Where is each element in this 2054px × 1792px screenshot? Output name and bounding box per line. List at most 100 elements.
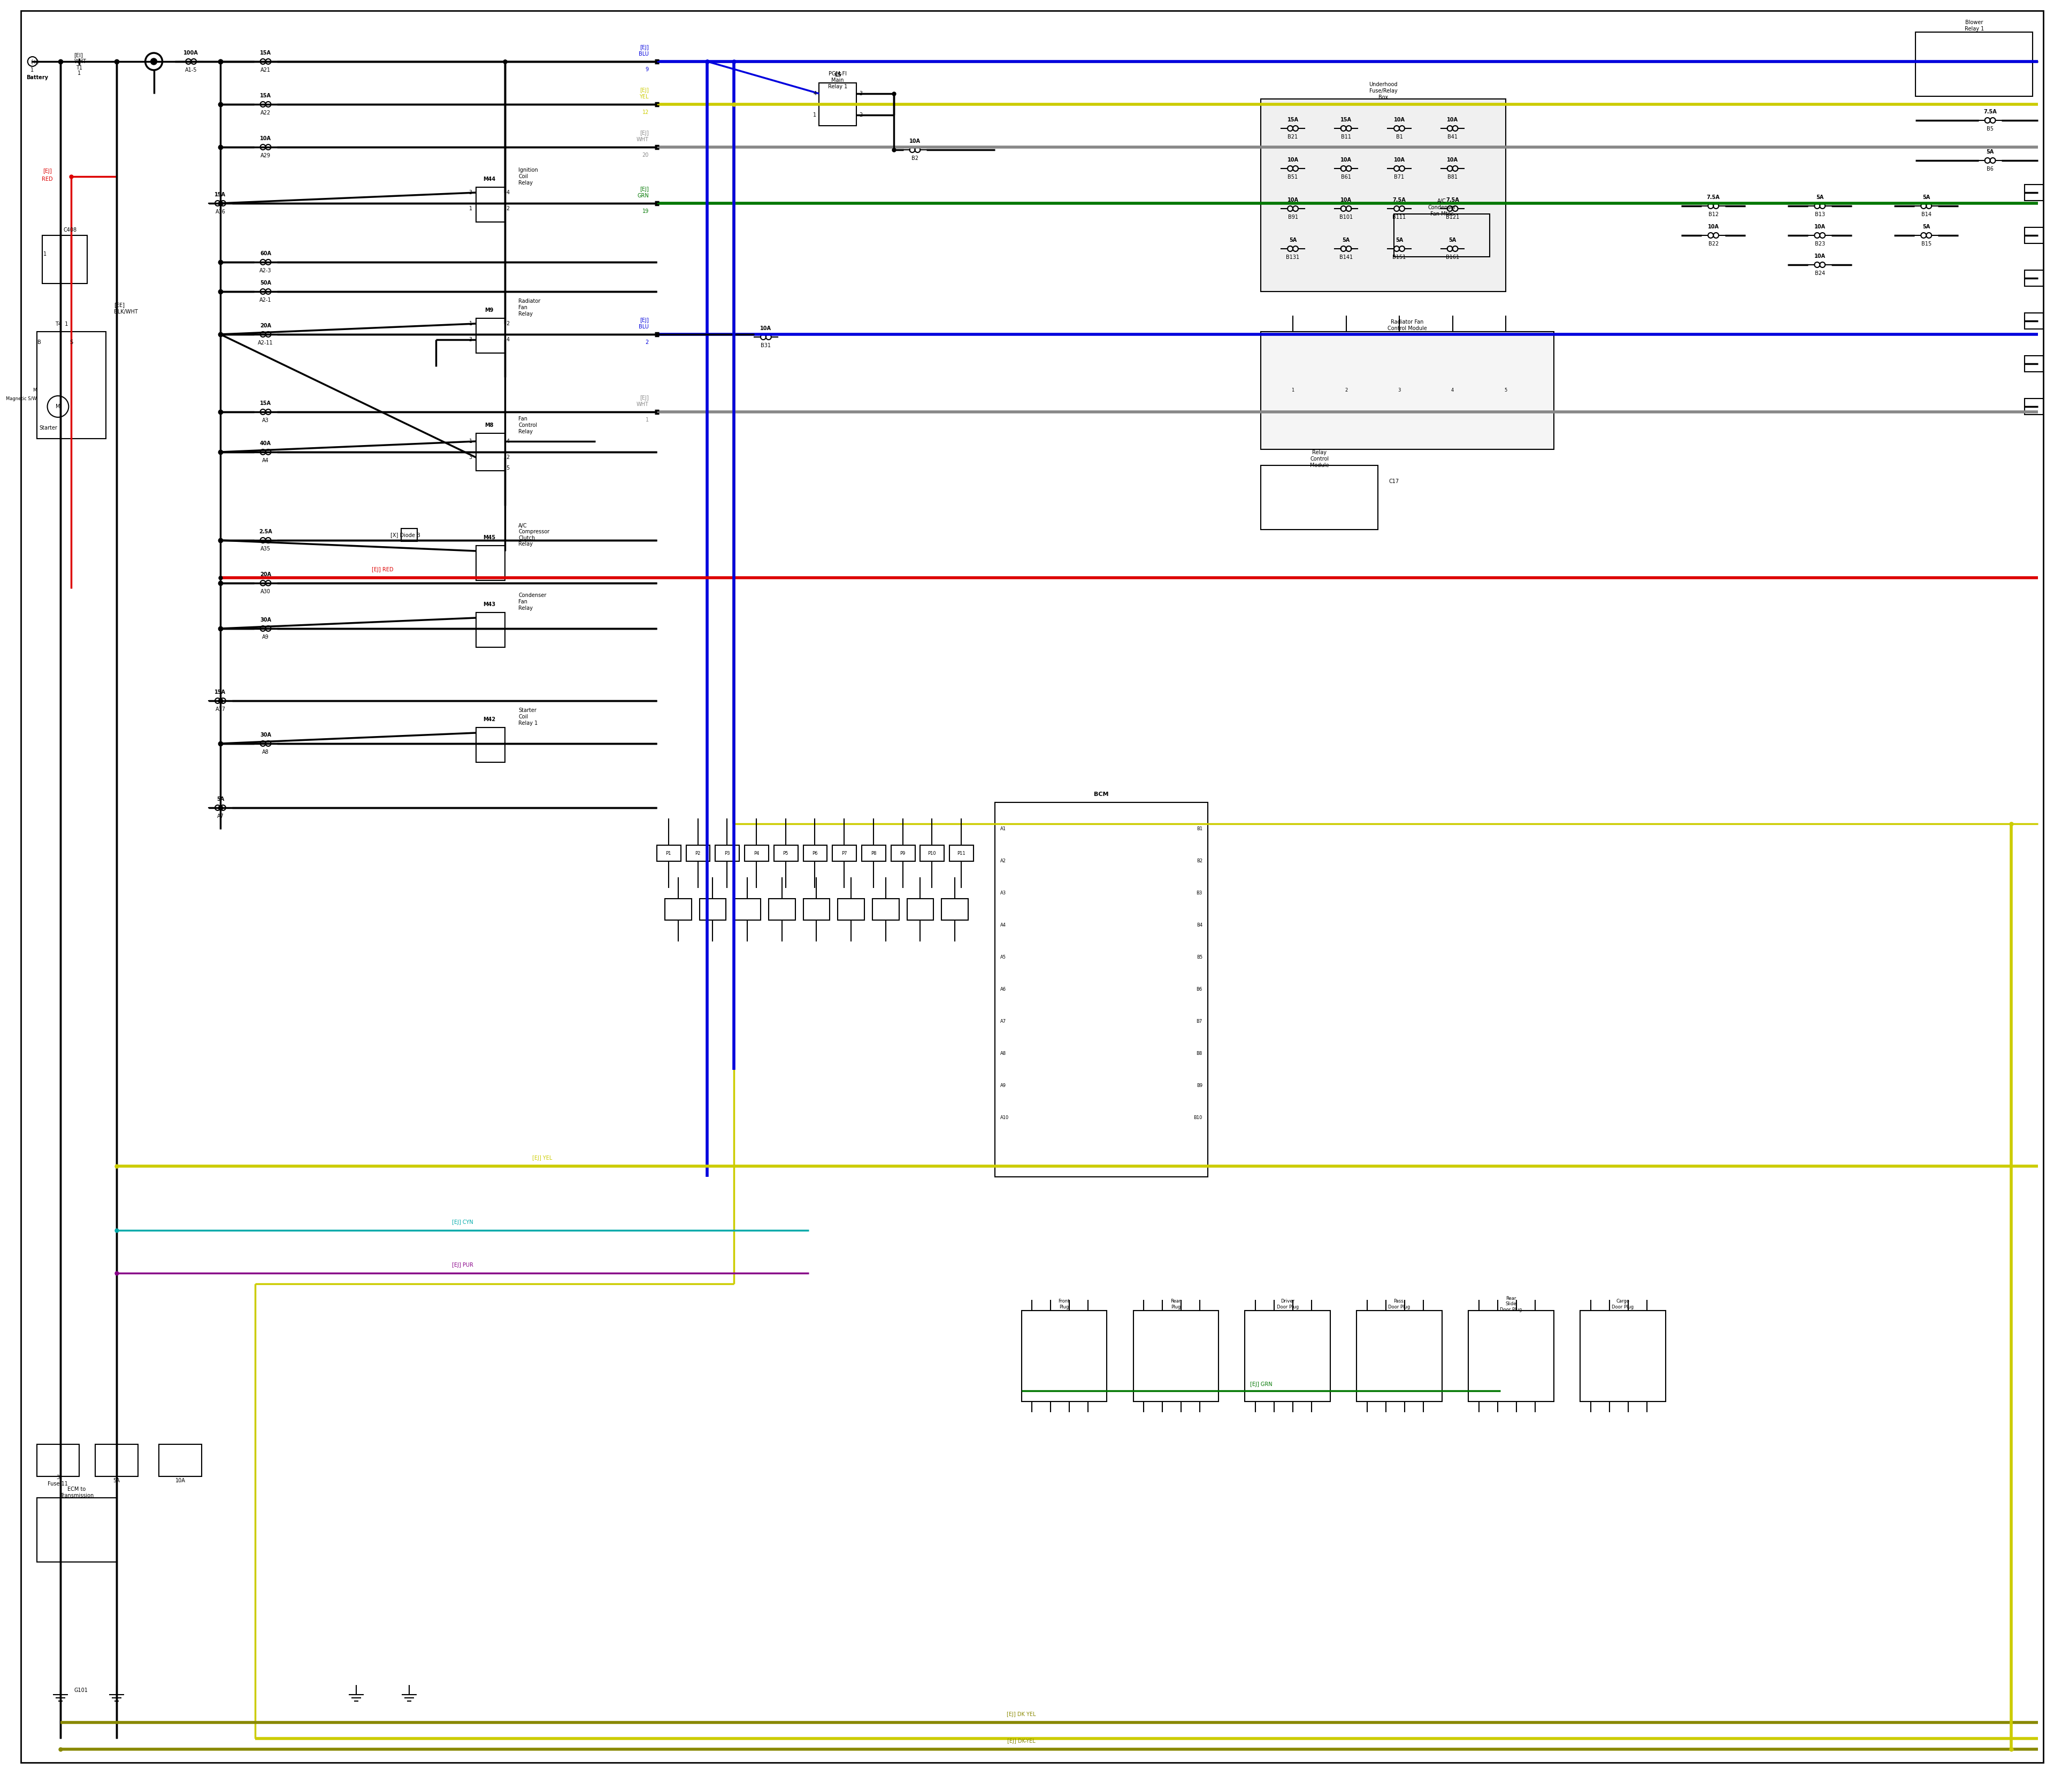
Text: T4  1: T4 1 <box>55 321 68 326</box>
Bar <box>477 319 505 353</box>
Text: [EJ]
WHT: [EJ] WHT <box>637 396 649 407</box>
Text: B41: B41 <box>1448 134 1458 140</box>
Text: 10A: 10A <box>1341 197 1352 202</box>
Text: 5A: 5A <box>1290 238 1296 244</box>
Text: Starter
Coil
Relay 1: Starter Coil Relay 1 <box>518 708 538 726</box>
Text: 5: 5 <box>1504 389 1508 392</box>
Bar <box>733 898 760 919</box>
Text: P3: P3 <box>725 851 729 855</box>
Text: B31: B31 <box>760 342 770 348</box>
Text: Relay
Control
Module: Relay Control Module <box>1310 450 1329 468</box>
Text: PGM-FI
Main
Relay 1: PGM-FI Main Relay 1 <box>828 72 848 90</box>
Text: B14: B14 <box>1920 211 1931 217</box>
Bar <box>1261 332 1553 450</box>
Text: 10A: 10A <box>1446 158 1458 163</box>
Text: [EJ]
WHT: [EJ] WHT <box>637 131 649 142</box>
Text: B24: B24 <box>1814 271 1824 276</box>
Text: B71: B71 <box>1395 174 1405 179</box>
Text: 3: 3 <box>468 190 472 195</box>
Text: ECM to
Transmission: ECM to Transmission <box>60 1487 94 1498</box>
Text: 9: 9 <box>645 66 649 72</box>
Text: B11: B11 <box>1341 134 1352 140</box>
Text: 2: 2 <box>505 206 509 211</box>
Text: B1: B1 <box>1397 134 1403 140</box>
Bar <box>1021 1310 1107 1401</box>
Text: B5: B5 <box>1986 125 1994 131</box>
Text: 30A: 30A <box>261 616 271 622</box>
Text: G101: G101 <box>74 1688 88 1693</box>
Text: B161: B161 <box>1446 254 1458 260</box>
Text: A3: A3 <box>263 418 269 423</box>
Text: 4: 4 <box>505 190 509 195</box>
Text: A17: A17 <box>216 706 226 711</box>
Bar <box>1916 32 2033 97</box>
Text: A1-5: A1-5 <box>185 68 197 73</box>
Text: Blower
Relay 1: Blower Relay 1 <box>1964 20 1984 32</box>
Text: 5A: 5A <box>1395 238 1403 244</box>
Text: [EI]: [EI] <box>74 52 82 57</box>
Bar <box>2025 314 2044 330</box>
Bar <box>1395 213 1489 256</box>
Text: P10: P10 <box>928 851 937 855</box>
Text: 7.5A: 7.5A <box>1984 109 1996 115</box>
Text: 5A: 5A <box>113 1478 119 1484</box>
Text: [EJ] PUR: [EJ] PUR <box>452 1262 472 1267</box>
Bar <box>949 846 974 862</box>
Bar <box>1358 1310 1442 1401</box>
Text: P1: P1 <box>665 851 672 855</box>
Text: 2: 2 <box>645 340 649 346</box>
Text: Front
Plug: Front Plug <box>1058 1299 1070 1310</box>
Text: A3: A3 <box>1000 891 1006 896</box>
Bar <box>37 1498 117 1563</box>
Text: 60A: 60A <box>261 251 271 256</box>
Text: B12: B12 <box>1709 211 1719 217</box>
Text: RED: RED <box>41 177 53 181</box>
Text: B21: B21 <box>1288 134 1298 140</box>
Text: (+): (+) <box>31 59 39 65</box>
Text: [EJ] YEL: [EJ] YEL <box>532 1156 553 1161</box>
Bar <box>994 803 1208 1177</box>
Bar <box>41 235 86 283</box>
Text: Ignition
Coil
Relay: Ignition Coil Relay <box>518 168 538 185</box>
Text: B2: B2 <box>912 156 918 161</box>
Text: 19: 19 <box>643 208 649 213</box>
Text: Pass.
Door Plug: Pass. Door Plug <box>1389 1299 1411 1310</box>
Bar <box>477 434 505 471</box>
Text: A16: A16 <box>216 210 226 215</box>
Text: 1: 1 <box>645 418 649 423</box>
Bar <box>820 82 857 125</box>
Text: A7: A7 <box>1000 1020 1006 1023</box>
Bar <box>37 332 107 439</box>
Text: 5A: 5A <box>216 796 224 801</box>
Bar <box>158 1444 201 1477</box>
Text: B51: B51 <box>1288 174 1298 179</box>
Text: 7.5A: 7.5A <box>1446 197 1458 202</box>
Text: A9: A9 <box>1000 1084 1006 1088</box>
Bar <box>941 898 967 919</box>
Text: T1: T1 <box>76 65 82 70</box>
Text: P7: P7 <box>842 851 846 855</box>
Bar <box>832 846 857 862</box>
Text: 3: 3 <box>1399 389 1401 392</box>
Text: 10A: 10A <box>910 138 920 143</box>
Text: B7: B7 <box>1195 1020 1202 1023</box>
Text: A4: A4 <box>263 459 269 464</box>
Bar <box>1469 1310 1553 1401</box>
Text: Cargo
Door Plug: Cargo Door Plug <box>1612 1299 1633 1310</box>
Text: 10A: 10A <box>1395 158 1405 163</box>
Text: P9: P9 <box>900 851 906 855</box>
Text: WHT: WHT <box>74 59 86 65</box>
Text: P6: P6 <box>811 851 817 855</box>
Text: 5A: 5A <box>1923 195 1931 201</box>
Text: 5A: 5A <box>1923 224 1931 229</box>
Bar <box>774 846 797 862</box>
Text: 4: 4 <box>1450 389 1454 392</box>
Text: [EJ] GRN: [EJ] GRN <box>1249 1382 1271 1387</box>
Text: B131: B131 <box>1286 254 1300 260</box>
Text: B3: B3 <box>1195 891 1202 896</box>
Text: B6: B6 <box>1986 167 1994 172</box>
Text: A30: A30 <box>261 590 271 595</box>
Bar <box>37 1444 80 1477</box>
Bar <box>665 898 692 919</box>
Text: 12: 12 <box>643 109 649 115</box>
